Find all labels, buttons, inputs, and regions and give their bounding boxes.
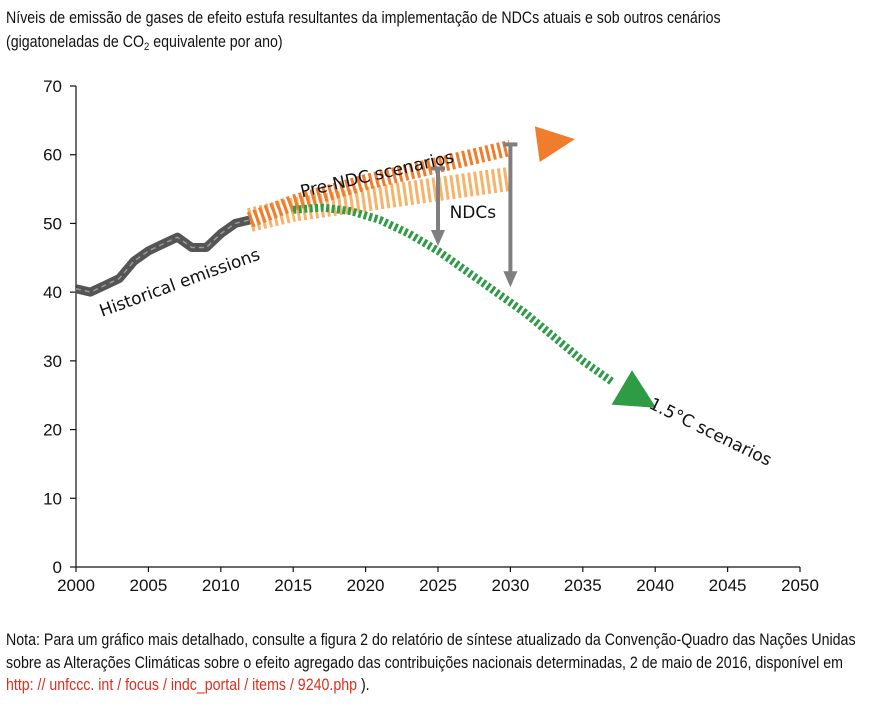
x-tick-label: 2025	[419, 576, 457, 595]
footnote: Nota: Para um gráfico mais detalhado, co…	[6, 629, 857, 697]
chart-title-line2: (gigatoneladas de CO2 equivalente por an…	[6, 30, 754, 59]
x-tick-label: 2010	[202, 576, 240, 595]
y-tick-label: 40	[43, 283, 62, 302]
series-historical-center	[75, 219, 250, 293]
label-historical: Historical emissions	[97, 245, 263, 322]
gap-arrow-head	[503, 271, 518, 288]
y-tick-label: 70	[43, 77, 62, 96]
label-pre-ndc: Pre-NDC scenarios	[299, 147, 457, 202]
chart-title-line1: Níveis de emissão de gases de efeito est…	[6, 9, 721, 27]
series-layer	[74, 126, 657, 408]
x-tick-label: 2045	[709, 576, 747, 595]
y-tick-label: 30	[43, 352, 62, 371]
footnote-link[interactable]: http: // unfccc. int / focus / indc_port…	[6, 676, 358, 694]
x-tick-label: 2000	[57, 576, 95, 595]
series-pre-ndc	[246, 140, 513, 228]
title-line2-post: equivalente por ano)	[149, 33, 283, 51]
pre-ndc-arrowhead	[534, 126, 575, 163]
x-tick-label: 2040	[636, 576, 674, 595]
y-tick-label: 20	[43, 421, 62, 440]
y-tick-label: 60	[43, 146, 62, 165]
x-tick-label: 2020	[347, 576, 385, 595]
gap-arrow-head	[431, 230, 445, 247]
x-tick-label: 2050	[781, 576, 819, 595]
x-tick-label: 2035	[564, 576, 602, 595]
label-1-5c: 1.5°C scenarios	[646, 394, 775, 471]
title-line2-pre: (gigatoneladas de CO	[6, 33, 145, 51]
footnote-text: Nota: Para um gráfico mais detalhado, co…	[6, 631, 856, 672]
label-ndcs: NDCs	[450, 203, 497, 223]
x-tick-label: 2030	[491, 576, 529, 595]
footnote-tail: ).	[357, 676, 370, 694]
1-5c-arrowhead	[611, 370, 657, 408]
x-tick-label: 2015	[274, 576, 312, 595]
y-tick-label: 10	[43, 489, 62, 508]
x-tick-label: 2005	[129, 576, 167, 595]
chart-title: Níveis de emissão de gases de efeito est…	[6, 6, 754, 59]
y-tick-label: 0	[53, 558, 62, 577]
series-1-5c	[292, 203, 615, 385]
title-line2-sub: 2	[144, 41, 150, 53]
y-tick-label: 50	[43, 214, 62, 233]
